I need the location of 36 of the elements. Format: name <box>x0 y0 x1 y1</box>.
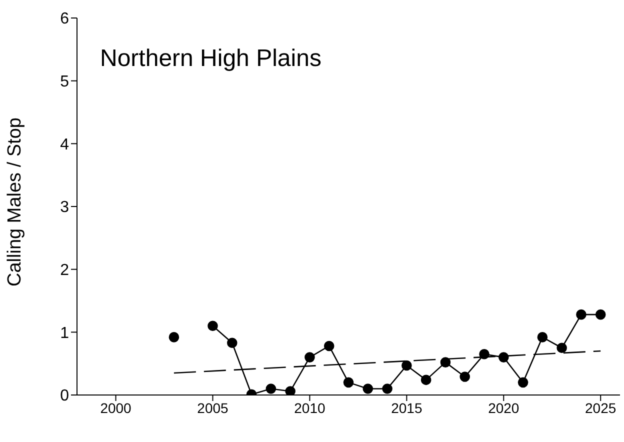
y-axis-title: Calling Males / Stop <box>4 118 26 286</box>
point <box>168 332 180 342</box>
y-tick-label: 5 <box>60 74 70 91</box>
point <box>556 342 567 354</box>
point <box>440 357 451 368</box>
point <box>266 384 276 394</box>
point <box>537 332 548 342</box>
point <box>402 360 412 371</box>
y-tick-label: 6 <box>60 10 70 28</box>
point <box>362 384 374 394</box>
point <box>479 349 490 360</box>
y-tick-label: 2 <box>60 262 70 280</box>
point <box>518 377 528 388</box>
point <box>285 386 296 395</box>
x-tick-label: 2025 <box>585 400 616 416</box>
point <box>304 352 315 362</box>
text: Northern High Plains <box>100 45 322 73</box>
point <box>324 340 334 352</box>
point <box>498 352 509 362</box>
y-tick-label: 4 <box>60 136 70 154</box>
point <box>460 372 470 382</box>
x-tick-label: 2020 <box>488 400 520 416</box>
point <box>382 384 392 394</box>
x-tick-label: 2010 <box>294 400 326 416</box>
point <box>208 320 218 332</box>
point <box>595 309 606 320</box>
x-tick-label: 2005 <box>197 400 229 416</box>
point <box>576 309 586 320</box>
x-tick-label: 2015 <box>391 400 422 416</box>
y-tick-label: 0 <box>60 388 70 405</box>
point <box>420 374 432 386</box>
point <box>343 377 354 388</box>
y-tick-label: 1 <box>60 324 70 342</box>
point <box>226 338 238 348</box>
x-tick-label: 2000 <box>100 400 132 416</box>
y-tick-label: 3 <box>60 199 70 216</box>
